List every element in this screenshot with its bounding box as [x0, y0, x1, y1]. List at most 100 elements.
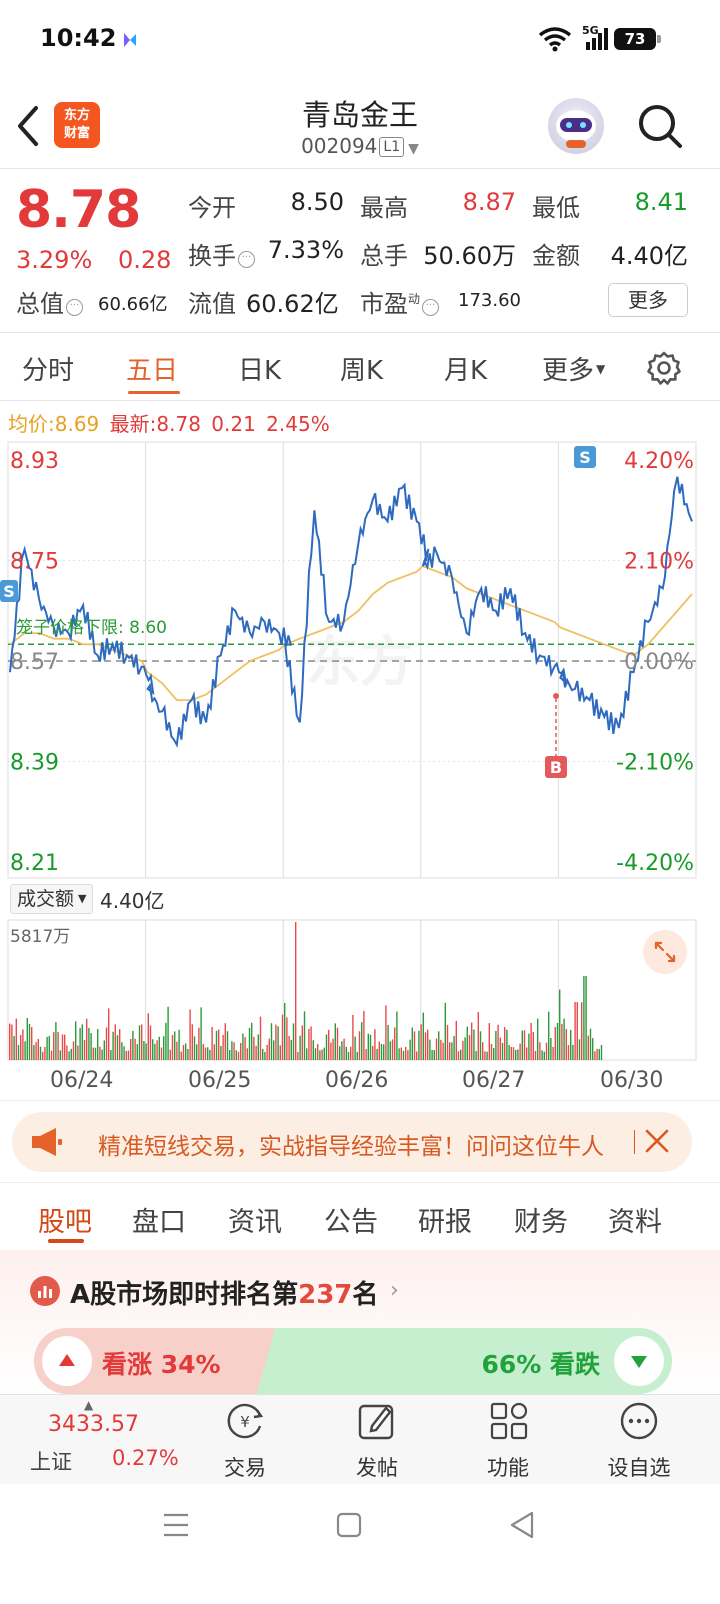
tab-weekly-k[interactable]: 周K — [340, 356, 384, 386]
nav-functions[interactable]: 功能 — [487, 1456, 529, 1480]
nav-post[interactable]: 发帖 — [356, 1456, 398, 1480]
promo-banner[interactable] — [12, 1112, 692, 1172]
volume-bar — [114, 1024, 116, 1060]
home-square-icon[interactable] — [336, 1512, 362, 1538]
subtab-profile[interactable]: 资料 — [608, 1207, 662, 1238]
tab-intraday[interactable]: 分时 — [22, 356, 75, 386]
volume-bar — [512, 1047, 515, 1060]
system-navigation-bar — [0, 1484, 720, 1604]
vote-up-label: 看涨 34% — [102, 1350, 221, 1379]
search-icon[interactable] — [636, 102, 684, 150]
volume-bar — [226, 1031, 229, 1060]
volume-bar — [471, 1022, 473, 1060]
volume-bar — [583, 976, 585, 1060]
more-dots-icon[interactable] — [618, 1400, 660, 1442]
volume-bar — [165, 1022, 167, 1060]
volume-bar — [444, 1002, 446, 1060]
volume-bar — [299, 1035, 301, 1060]
tab-five-day[interactable]: 五日 — [126, 356, 179, 386]
back-triangle-icon[interactable] — [508, 1510, 536, 1540]
chart-grid — [7, 441, 697, 879]
volume-bar — [416, 1051, 418, 1060]
gear-icon[interactable] — [646, 350, 682, 386]
volume-bar — [455, 1020, 457, 1060]
volume-bar — [356, 1051, 358, 1060]
volume-bar — [383, 1044, 385, 1060]
volume-bar — [68, 1051, 70, 1060]
close-icon[interactable] — [644, 1128, 670, 1154]
subtab-guba[interactable]: 股吧 — [38, 1207, 92, 1238]
subtab-news[interactable]: 资讯 — [228, 1207, 282, 1238]
volume-bar — [191, 1024, 193, 1060]
volume-label: 总手 — [360, 242, 408, 270]
index-value[interactable]: 3433.57 — [48, 1412, 139, 1437]
volume-bar — [508, 1045, 510, 1060]
vote-down-button[interactable] — [614, 1336, 664, 1386]
nav-add-watchlist[interactable]: 设自选 — [607, 1456, 671, 1480]
trade-icon[interactable]: ¥ — [224, 1400, 266, 1442]
volume-bar — [501, 1042, 504, 1060]
edit-post-icon[interactable] — [356, 1400, 398, 1442]
volume-bar — [442, 1042, 444, 1060]
volume-bar — [211, 1027, 213, 1060]
volume-bar — [218, 1029, 220, 1060]
brand-logo-line2: 财富 — [63, 126, 90, 141]
expand-chart-button[interactable] — [643, 930, 687, 974]
volume-bar — [235, 1050, 237, 1060]
volume-bar — [75, 1021, 77, 1060]
volume-bar — [526, 1047, 528, 1060]
five-day-price-chart[interactable]: 东方 8.93 4.20%8.75 2.10%8.57 0.00%8.39 -2.10%… — [0, 440, 720, 880]
volume-bar — [288, 1036, 290, 1060]
tab-daily-k[interactable]: 日K — [238, 356, 282, 386]
menu-icon[interactable] — [162, 1512, 190, 1538]
volume-bar — [24, 1041, 26, 1060]
status-time: 10:42 — [40, 24, 117, 52]
nav-trade[interactable]: 交易 — [224, 1456, 266, 1480]
volume-bar — [55, 1022, 57, 1060]
volume-bar — [193, 1036, 196, 1060]
volume-bar — [101, 1049, 103, 1060]
chevron-right-icon: › — [390, 1278, 399, 1303]
volume-bar — [13, 1036, 15, 1060]
index-name[interactable]: 上证 — [30, 1450, 72, 1474]
promo-text[interactable]: 精准短线交易，实战指导经验丰富！问问这位牛人 — [98, 1134, 604, 1160]
volume-bar — [209, 1049, 211, 1060]
subtab-financials[interactable]: 财务 — [514, 1207, 568, 1238]
buy-marker[interactable]: B — [545, 756, 567, 778]
volume-bar — [308, 1028, 310, 1060]
volume-bar — [466, 1026, 468, 1060]
market-ranking[interactable]: A股市场即时排名第237名 — [70, 1280, 379, 1310]
low-value: 8.41 — [634, 188, 688, 216]
brand-logo[interactable]: 东方 财富 — [54, 102, 100, 148]
tab-monthly-k[interactable]: 月K — [444, 356, 488, 386]
subtab-announcements[interactable]: 公告 — [324, 1207, 378, 1238]
volume-bar — [286, 1017, 288, 1060]
more-quote-button[interactable]: 更多 — [608, 283, 688, 317]
y-tick-label-right: 2.10% — [624, 550, 694, 575]
stock-code-selector[interactable]: 002094 L1 ▼ — [0, 134, 720, 158]
subtab-research[interactable]: 研报 — [418, 1207, 472, 1238]
volume-metric-selector[interactable]: 成交额 ▼ — [10, 884, 94, 914]
sell-marker[interactable]: S — [574, 446, 596, 468]
volume-bar — [59, 1050, 61, 1060]
cellular-signal-icon — [586, 28, 608, 50]
turnover-label[interactable]: 换手 ··· — [188, 236, 255, 271]
sell-marker-left[interactable]: S — [0, 580, 18, 602]
volume-bar — [108, 1008, 110, 1060]
subtab-orderbook[interactable]: 盘口 — [132, 1207, 186, 1238]
volume-bar — [99, 1046, 101, 1060]
avg-price-value: 8.69 — [54, 412, 100, 436]
back-arrow-icon[interactable] — [14, 104, 44, 148]
pe-label[interactable]: 市盈动 ··· — [360, 284, 440, 319]
volume-bar — [189, 1009, 191, 1060]
volume-bar — [121, 1042, 123, 1060]
tab-more[interactable]: 更多 ▼ — [542, 356, 606, 386]
volume-bar — [86, 1018, 88, 1060]
volume-bar — [255, 1045, 257, 1060]
vote-up-button[interactable] — [42, 1336, 92, 1386]
ai-assistant-avatar[interactable] — [548, 98, 604, 154]
market-cap-label[interactable]: 总值 ··· — [16, 284, 83, 319]
apps-grid-icon[interactable] — [488, 1400, 530, 1442]
volume-bar — [244, 1037, 246, 1060]
volume-bar — [143, 1041, 145, 1060]
